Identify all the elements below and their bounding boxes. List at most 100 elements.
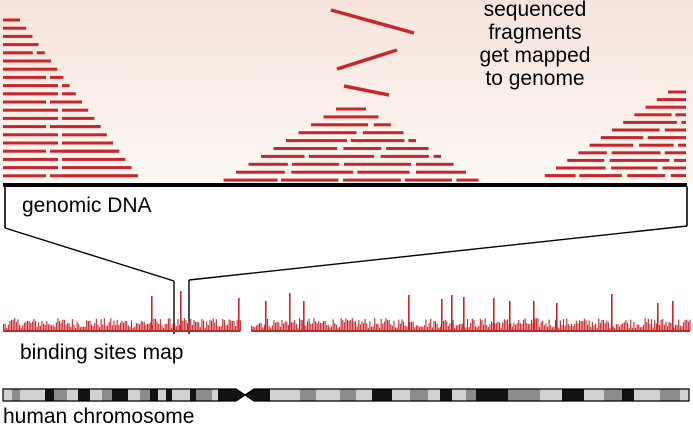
binding-signal-bar [436,323,438,331]
binding-signal-bar [71,319,73,331]
binding-signal-bar [260,323,262,331]
binding-signal-bar [500,327,502,331]
binding-signal-bar [12,320,14,331]
binding-signal-bar [644,318,646,331]
binding-signal-bar [20,327,22,331]
binding-signal-bar [267,318,269,331]
binding-signal-bar [22,325,24,331]
binding-signal-bar [163,327,165,331]
binding-signal-bar [99,327,101,331]
read-fragment [662,166,686,170]
binding-signal-bar [428,323,430,331]
binding-signal-bar [270,327,272,331]
read-fragment [664,151,686,155]
binding-signal-bar [427,326,429,331]
binding-signal-bar [207,325,209,331]
read-fragment [380,154,429,158]
binding-signal-bar [38,322,40,331]
binding-signal-bar [281,319,283,331]
binding-peak [509,301,511,331]
binding-signal-bar [484,318,486,331]
binding-signal-bar [374,318,376,331]
binding-signal-bar [452,320,454,331]
binding-signal-bar [631,327,633,331]
binding-signal-bar [449,323,451,331]
chromosome-band [78,389,90,401]
chromosome-band [540,389,562,401]
binding-signal-bar [591,322,593,331]
binding-signal-bar [46,321,48,331]
read-fragment [62,157,126,161]
binding-signal-bar [526,323,528,331]
centromere-left [236,389,245,401]
binding-signal-bar [161,325,163,331]
binding-signal-bar [539,326,541,331]
read-fragment [3,116,58,120]
binding-signal-bar [193,320,195,331]
binding-signal-bar [339,326,341,331]
binding-signal-bar [187,323,189,331]
binding-signal-bar [519,323,521,331]
binding-signal-bar [607,322,609,331]
binding-signal-bar [302,320,304,331]
read-fragment [3,26,27,30]
read-fragment [3,174,46,178]
chromosome-band [158,389,166,401]
binding-signal-bar [145,324,147,331]
binding-signal-bar [639,327,641,331]
binding-signal-bar [134,326,136,331]
binding-signal-bar [55,322,57,331]
binding-signal-bar [590,327,592,331]
binding-signal-bar [107,325,109,331]
binding-signal-bar [673,327,675,331]
read-fragment [362,131,404,135]
binding-signal-bar [423,325,425,331]
chromosome-band [112,389,128,401]
binding-signal-bar [35,321,37,331]
binding-signal-bar [235,326,237,331]
binding-signal-bar [524,318,526,331]
read-fragment [342,178,401,182]
binding-signal-bar [473,319,475,331]
binding-signal-bar [233,320,235,331]
binding-signal-bar [398,319,400,331]
binding-peak [289,293,291,331]
binding-signal-bar [567,324,569,331]
zoom-connector-right [188,225,688,281]
binding-signal-bar [331,326,333,331]
chromosome-band [20,389,45,401]
binding-signal-bar [364,318,366,331]
binding-signal-bar [420,326,422,331]
binding-signal-bar [355,321,357,331]
binding-signal-bar [31,321,33,331]
genomic-dna-label: genomic DNA [22,194,152,217]
read-fragment [36,51,45,55]
binding-signal-bar [399,323,401,331]
binding-signal-bar [503,319,505,331]
binding-signal-bar [491,321,493,331]
binding-signal-bar [366,323,368,331]
read-fragment [62,141,113,145]
chromosome-band [166,389,172,401]
read-fragment [311,123,369,127]
read-fragment [645,105,686,109]
binding-signal-bar [228,319,230,331]
chromosome-band [128,389,140,401]
binding-signal-bar [300,320,302,331]
binding-signal-bar [305,326,307,331]
binding-signal-bar [219,326,221,331]
binding-signal-bar [603,319,605,331]
binding-signal-bar [6,327,8,331]
read-fragment [3,157,58,161]
binding-signal-bar [649,323,651,331]
chromosome-band [466,389,476,401]
chromosome-band [660,389,680,401]
read-pileup-right [544,90,686,178]
binding-signal-bar [367,327,369,331]
binding-signal-bar [206,321,208,331]
binding-signal-bar [550,325,552,331]
binding-signal-bar [169,318,171,331]
binding-signal-bar [447,325,449,331]
binding-signal-bar [212,318,214,331]
binding-signal-bar [203,320,205,331]
